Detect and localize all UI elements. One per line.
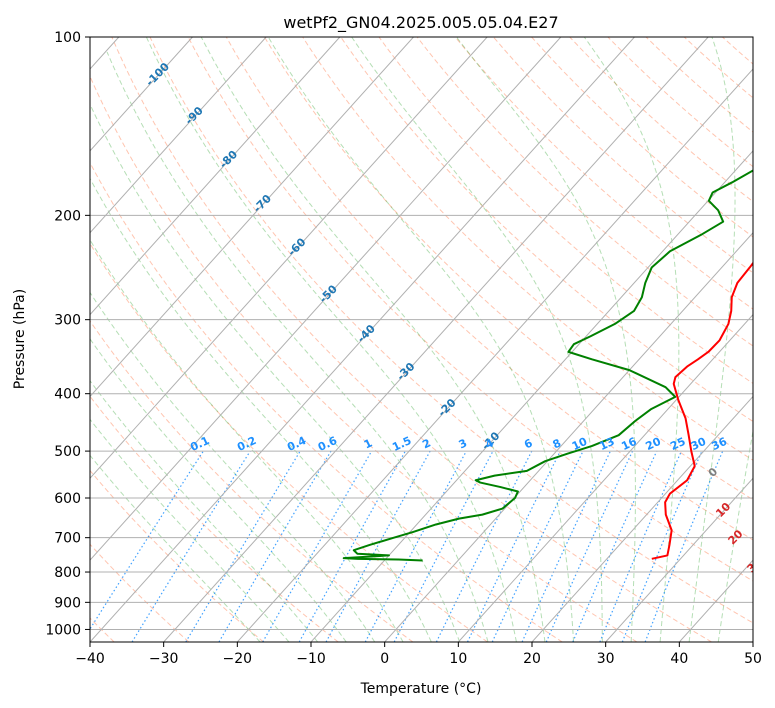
moist-adiabat-line bbox=[200, 37, 546, 642]
dry-adiabat-line bbox=[90, 242, 488, 642]
isotherm-line bbox=[605, 477, 753, 642]
mixing-ratio-line bbox=[599, 450, 682, 642]
isotherm-line bbox=[90, 37, 341, 316]
isotherm-line bbox=[236, 68, 753, 642]
mixing-ratio-line bbox=[621, 450, 703, 642]
y-tick-label: 400 bbox=[54, 387, 81, 403]
x-axis: −40 −30 −20 −10 0 10 20 30 40 50 bbox=[75, 642, 762, 667]
x-tick-label: 50 bbox=[744, 651, 762, 667]
moist-adiabat-line bbox=[688, 37, 736, 642]
y-tick-label: 600 bbox=[54, 491, 81, 507]
moist-adiabat-line bbox=[106, 51, 489, 642]
dry-adiabat-line bbox=[264, 37, 753, 501]
moist-adiabat-line bbox=[583, 37, 680, 642]
mixing-ratio-label: 20 bbox=[644, 435, 664, 453]
y-tick-label: 700 bbox=[54, 531, 81, 547]
y-tick-label: 300 bbox=[54, 313, 81, 329]
x-tick-label: 20 bbox=[523, 651, 541, 667]
isotherm-line bbox=[90, 37, 267, 234]
dry-adiabat-line bbox=[454, 37, 753, 310]
x-axis-title: Temperature (°C) bbox=[360, 681, 482, 697]
dry-adiabat-line bbox=[340, 37, 753, 423]
x-tick-label: 10 bbox=[449, 651, 467, 667]
plot-area: -100-90-80-70-60-50-40-30-20-100.1 0.2 0.4… bbox=[90, 37, 765, 642]
dry-adiabat-line bbox=[90, 161, 563, 642]
moist-adiabat-line bbox=[145, 37, 517, 642]
moist-adiabat-line bbox=[90, 238, 404, 642]
moist-adiabat-line bbox=[717, 428, 753, 642]
y-tick-label: 900 bbox=[54, 595, 81, 611]
isotherm-line bbox=[90, 37, 488, 480]
x-tick-label: 30 bbox=[597, 651, 615, 667]
mixing-ratio-line bbox=[545, 450, 634, 642]
mixing-ratio-line bbox=[298, 450, 406, 642]
dewpoint-line bbox=[342, 169, 753, 562]
temperature-line bbox=[651, 261, 753, 560]
moist-adiabat-line bbox=[90, 103, 461, 642]
y-tick-label: 500 bbox=[54, 444, 81, 460]
moist-adiabat-line bbox=[90, 379, 319, 642]
mixing-ratio-line bbox=[325, 450, 431, 642]
mixing-ratio-label: 36 bbox=[710, 435, 730, 453]
dry-adiabat-line bbox=[149, 37, 753, 624]
isotherm-lines bbox=[90, 37, 753, 642]
mixing-ratio-line bbox=[364, 450, 467, 642]
mixing-ratio-label: 13 bbox=[597, 435, 616, 453]
x-tick-label: 0 bbox=[380, 651, 389, 667]
mixing-ratio-label: 30 bbox=[689, 435, 709, 453]
isotherm-line bbox=[531, 395, 753, 642]
isotherm-line bbox=[457, 313, 753, 642]
x-tick-label: −20 bbox=[223, 651, 253, 667]
y-tick-label: 200 bbox=[54, 208, 81, 224]
y-axis-title: Pressure (hPa) bbox=[12, 289, 28, 389]
moist-adiabats bbox=[90, 37, 753, 642]
y-tick-label: 800 bbox=[54, 565, 81, 581]
isotherm-line bbox=[90, 37, 635, 642]
dry-adiabat-line bbox=[90, 75, 638, 642]
dry-adiabat-line bbox=[187, 37, 753, 582]
moist-adiabat-line bbox=[90, 338, 347, 642]
moist-adiabat-line bbox=[90, 418, 290, 642]
mixing-ratio-label: 16 bbox=[619, 435, 639, 453]
moist-adiabat-line bbox=[456, 37, 636, 642]
moist-adiabat-line bbox=[90, 291, 376, 642]
x-tick-label: −30 bbox=[149, 651, 179, 667]
moist-adiabat-line bbox=[351, 37, 603, 642]
dry-adiabat-line bbox=[90, 469, 264, 642]
mixing-ratio-line bbox=[572, 450, 658, 642]
moist-adiabat-line bbox=[90, 454, 261, 642]
pressure-gridlines bbox=[90, 37, 753, 630]
mixing-ratio-line bbox=[644, 450, 724, 642]
isotherm-line bbox=[90, 37, 562, 561]
x-tick-label: −10 bbox=[296, 651, 326, 667]
y-axis: 100 200 300 400 500 600 700 800 900 1000 bbox=[45, 30, 90, 638]
mixing-ratio-line bbox=[90, 450, 204, 631]
moist-adiabat-label: 30 bbox=[745, 555, 765, 575]
isotherm-line bbox=[90, 37, 193, 152]
mixing-ratio-line bbox=[435, 450, 533, 642]
profile-lines bbox=[342, 169, 753, 562]
chart-title: wetPf2_GN04.2025.005.05.04.E27 bbox=[283, 13, 558, 33]
moist-adiabat-line bbox=[90, 177, 432, 642]
isotherm-line bbox=[163, 37, 709, 642]
isotherm-line bbox=[384, 231, 753, 642]
mixing-ratio-label: 25 bbox=[668, 435, 687, 453]
x-tick-label: −40 bbox=[75, 651, 105, 667]
y-tick-label: 1000 bbox=[45, 622, 81, 638]
y-tick-label: 100 bbox=[54, 30, 81, 46]
plot-frame bbox=[89, 36, 754, 643]
isotherm-line bbox=[90, 37, 414, 398]
dry-adiabat-line bbox=[111, 37, 712, 642]
dry-adiabat-line bbox=[416, 37, 753, 347]
x-tick-label: 40 bbox=[670, 651, 688, 667]
moist-adiabat-line bbox=[267, 37, 575, 642]
mixing-ratio-label: 10 bbox=[570, 435, 590, 453]
